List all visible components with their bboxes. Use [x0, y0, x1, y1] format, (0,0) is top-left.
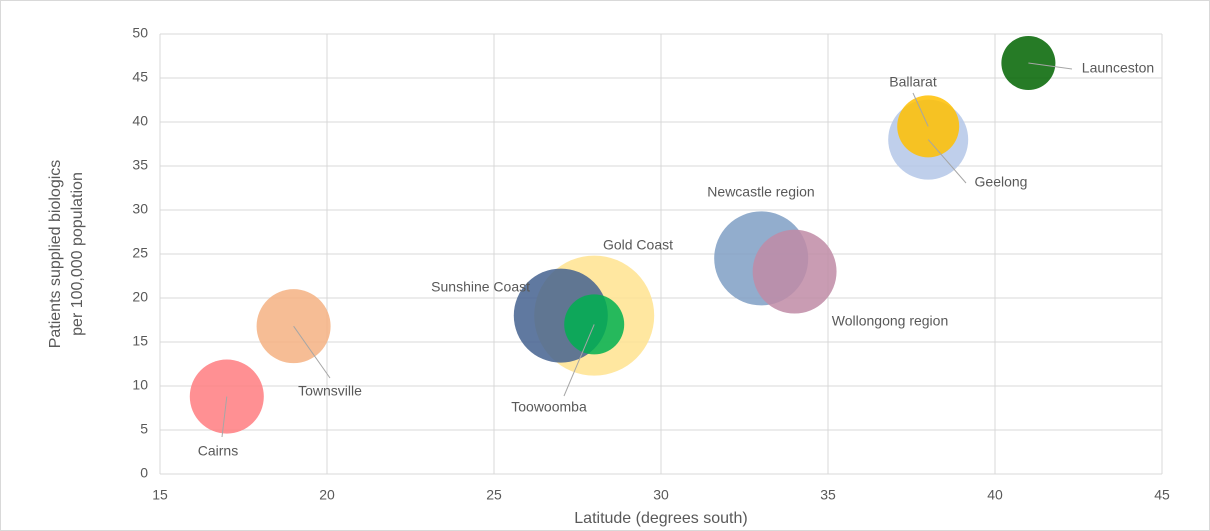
- x-tick-label: 25: [486, 487, 502, 503]
- bubble: [752, 229, 837, 314]
- leader-line: [563, 324, 595, 397]
- y-tick-label: 20: [132, 289, 148, 305]
- data-label: Toowoomba: [511, 399, 587, 415]
- y-tick-label: 15: [132, 333, 148, 349]
- data-label: Townsville: [298, 383, 362, 399]
- x-tick-label: 40: [987, 487, 1003, 503]
- data-label: Wollongong region: [832, 313, 949, 329]
- x-tick-label: 30: [653, 487, 669, 503]
- leader-line: [927, 139, 967, 184]
- x-axis-title: Latitude (degrees south): [574, 510, 747, 527]
- x-tick-label: 35: [820, 487, 836, 503]
- y-tick-label: 30: [132, 201, 148, 217]
- data-label: Ballarat: [889, 74, 937, 90]
- leader-line: [293, 325, 331, 379]
- y-tick-label: 0: [140, 465, 148, 481]
- y-tick-label: 40: [132, 113, 148, 129]
- leader-line: [221, 396, 228, 438]
- leader-line: [1028, 62, 1073, 70]
- data-label: Sunshine Coast: [431, 279, 530, 295]
- data-label: Cairns: [198, 443, 238, 459]
- y-axis-title: per 100,000 population: [69, 172, 86, 336]
- x-tick-label: 20: [319, 487, 335, 503]
- y-tick-label: 25: [132, 245, 148, 261]
- y-axis-title: Patients supplied biologics: [47, 160, 64, 349]
- data-label: Newcastle region: [707, 184, 814, 200]
- y-tick-label: 35: [132, 157, 148, 173]
- data-label: Gold Coast: [603, 237, 673, 253]
- x-tick-label: 45: [1154, 487, 1170, 503]
- bubble: [189, 359, 264, 434]
- data-label: Launceston: [1082, 60, 1154, 76]
- leader-line: [912, 92, 929, 127]
- y-tick-label: 50: [132, 25, 148, 41]
- y-tick-label: 10: [132, 377, 148, 393]
- y-tick-label: 45: [132, 69, 148, 85]
- y-tick-label: 5: [140, 421, 148, 437]
- x-tick-label: 15: [152, 487, 168, 503]
- data-label: Geelong: [975, 174, 1028, 190]
